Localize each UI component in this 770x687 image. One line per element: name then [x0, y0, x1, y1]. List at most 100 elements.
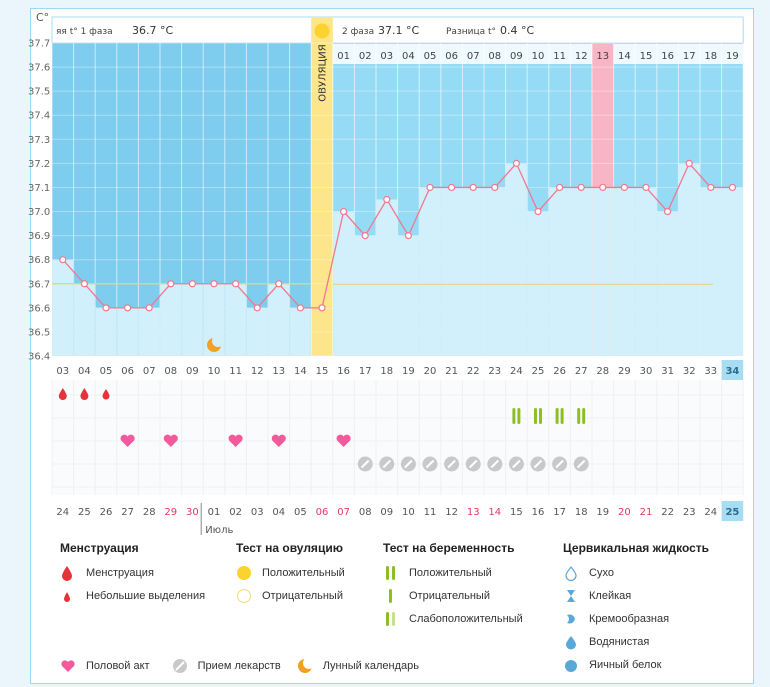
calendar-date-label: 28	[143, 507, 156, 518]
temperature-bar	[506, 163, 527, 356]
legend-pregnancy-title: Тест на беременность	[383, 541, 515, 555]
legend-cervical-creamy: Кремообразная	[589, 612, 670, 625]
calendar-date-label: 11	[424, 507, 437, 518]
unit-label: C°	[36, 11, 49, 24]
cycle-day-label: 24	[510, 366, 523, 377]
phase2-day-label: 09	[510, 51, 523, 62]
y-tick-label: 37.7	[28, 39, 50, 50]
calendar-date-label: 10	[402, 507, 415, 518]
temperature-bar	[376, 199, 398, 356]
phase2-day-label: 07	[467, 51, 480, 62]
legend-bottom: Половой акт Прием лекарств Лунный календ…	[60, 654, 419, 677]
temperature-point	[123, 304, 132, 312]
blood-drop-icon	[58, 388, 67, 400]
legend-spotting-item: Небольшие выделения	[86, 589, 206, 602]
calendar-date-label: 17	[553, 507, 566, 518]
heart-icon	[120, 434, 135, 447]
pregnancy-positive-icon	[383, 565, 401, 581]
cycle-day-label: 15	[316, 366, 329, 377]
calendar-date-label: 15	[510, 507, 523, 518]
ovulation-column	[311, 17, 333, 356]
month-label: Июль	[205, 525, 233, 536]
phase2-day-label: 04	[402, 51, 415, 62]
cycle-day-label: 07	[143, 366, 156, 377]
current-day-cell	[721, 360, 744, 380]
phase2-label: 2 фаза	[342, 27, 374, 37]
temperature-bar	[570, 187, 592, 356]
pregnancy-test-bar	[560, 408, 564, 424]
diff-value: 0.4 °C	[500, 24, 534, 37]
cycle-day-label: 09	[186, 366, 199, 377]
temperature-bar	[549, 187, 570, 356]
temperature-point	[555, 183, 564, 192]
temperature-point	[59, 256, 67, 264]
pill-icon-stripe	[468, 459, 478, 469]
y-tick-label: 37.3	[28, 135, 50, 146]
pill-icon	[172, 658, 190, 674]
cycle-day-label: 06	[121, 366, 134, 377]
moon-icon-cutout	[212, 335, 224, 347]
cycle-day-label: 26	[553, 366, 566, 377]
temperature-point	[685, 159, 693, 167]
dry-icon	[563, 565, 581, 581]
pregnancy-test-bar	[577, 408, 581, 424]
cycle-day-label: 27	[575, 366, 588, 377]
temperature-point	[80, 280, 89, 288]
calendar-date-label: 05	[294, 507, 307, 518]
heart-icon	[228, 434, 243, 447]
legend-cervical-dry: Сухо	[589, 566, 614, 579]
temperature-bar	[462, 187, 484, 356]
pill-icon-stripe	[404, 459, 413, 469]
heart-icon	[336, 434, 351, 447]
temperature-point	[318, 304, 326, 312]
pregnancy-test-bar	[539, 408, 542, 424]
calendar-date-label: 27	[121, 507, 134, 518]
legend-medication: Прием лекарств	[197, 659, 281, 672]
calendar-date-label: 22	[661, 507, 674, 518]
temperature-point	[426, 183, 434, 192]
temperature-point	[253, 304, 261, 312]
small-drop-icon	[60, 588, 78, 604]
current-date-cell	[721, 501, 744, 521]
temperature-bar	[592, 187, 614, 356]
phase2-day-label: 06	[445, 51, 458, 62]
temperature-point	[620, 183, 629, 192]
calendar-date-label: 23	[683, 507, 696, 518]
pill-icon-stripe	[447, 459, 456, 469]
temperature-point	[448, 183, 456, 192]
phase1-value: 36.7 °C	[132, 24, 173, 37]
legend-ovulation-test: Тест на овуляцию Положительный Отрицател…	[236, 541, 345, 607]
phase2-day-label: 12	[575, 51, 588, 62]
calendar-date-label: 02	[229, 507, 242, 518]
cycle-day-label: 12	[251, 366, 264, 377]
pill-icon-stripe	[425, 459, 435, 469]
pregnancy-test-bar	[512, 408, 516, 424]
pregnancy-negative-icon	[383, 588, 401, 604]
temperature-bar	[484, 187, 506, 356]
diff-label: Разница t°	[446, 27, 496, 37]
legend-ovulation-positive: Положительный	[262, 566, 345, 579]
y-tick-label: 37.2	[28, 159, 50, 170]
ovulation-sun-icon	[314, 23, 330, 39]
legend-menstruation-item: Менструация	[86, 566, 154, 579]
temperature-bar	[117, 307, 138, 356]
temperature-bar	[225, 283, 246, 356]
temperature-point	[512, 159, 521, 167]
phase2-day-label: 16	[661, 51, 674, 62]
calendar-date-label: 25	[78, 507, 91, 518]
pregnancy-weak-icon	[383, 611, 401, 627]
pill-icon-stripe	[533, 459, 543, 469]
pill-icon-stripe	[382, 459, 392, 469]
cycle-day-label: 14	[294, 366, 307, 377]
cycle-day-label: 11	[229, 366, 242, 377]
calendar-date-label: 04	[272, 507, 285, 518]
heart-icon	[271, 434, 286, 447]
calendar-date-label: 01	[208, 507, 221, 518]
temperature-point	[728, 183, 737, 192]
pregnancy-test-bar	[582, 408, 586, 424]
legend-pregnancy-negative: Отрицательный	[409, 589, 490, 602]
cycle-day-label: 29	[618, 366, 631, 377]
cycle-day-label: 18	[380, 366, 393, 377]
legend-pregnancy-test: Тест на беременность Положительный Отриц…	[383, 541, 523, 630]
legend-cervical: Цервикальная жидкость Сухо Клейкая Кремо…	[563, 541, 709, 676]
